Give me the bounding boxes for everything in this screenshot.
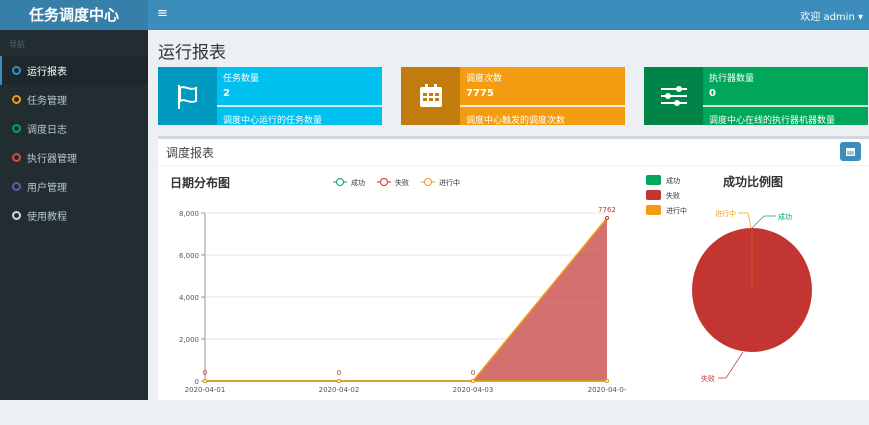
circle-icon	[12, 95, 21, 104]
infobox-value: 2	[223, 88, 230, 99]
leader-line	[738, 212, 752, 229]
date-range-button[interactable]	[840, 142, 861, 161]
data-point[interactable]	[337, 379, 341, 383]
pie-legend-label: 进行中	[666, 206, 687, 215]
circle-icon	[12, 182, 21, 191]
pie-chart-title: 成功比例图	[723, 174, 783, 189]
infobox-title: 调度次数	[466, 74, 503, 84]
calendar-icon	[846, 148, 855, 156]
welcome-text: 欢迎 admin	[800, 12, 855, 23]
sidebar-item-1[interactable]: 任务管理	[0, 85, 148, 114]
nav-header: 导航	[9, 40, 25, 49]
pie-legend-label: 失败	[666, 191, 680, 200]
sidebar: 导航 运行报表任务管理调度日志执行器管理用户管理使用教程	[0, 30, 148, 400]
infobox-task-count: 任务数量 2 调度中心运行的任务数量	[158, 67, 382, 126]
top-navbar: ≡ 欢迎 admin ▾	[148, 0, 869, 30]
data-point[interactable]	[605, 215, 609, 220]
x-tick-label: 2020-04-03	[453, 386, 494, 394]
sidebar-item-label: 用户管理	[27, 183, 67, 194]
infobox-desc: 调度中心触发的调度次数	[466, 116, 566, 126]
pie-legend-label: 成功	[666, 176, 680, 185]
sidebar-item-label: 运行报表	[27, 67, 67, 78]
leader-line	[751, 215, 776, 229]
flag-icon	[158, 67, 217, 125]
line-chart-title: 日期分布图	[170, 175, 230, 190]
pie-label-success: 成功	[778, 212, 792, 221]
sidebar-item-label: 调度日志	[27, 125, 67, 136]
pie-label-running: 进行中	[715, 209, 736, 218]
circle-icon	[12, 211, 21, 220]
x-tick-label: 2020-04-0-	[588, 386, 627, 394]
infobox-trigger-count: 调度次数 7775 调度中心触发的调度次数	[401, 67, 625, 126]
sidebar-item-0[interactable]: 运行报表	[0, 56, 148, 85]
sliders-icon	[644, 67, 703, 125]
data-label: 0	[337, 369, 341, 377]
sidebar-item-2[interactable]: 调度日志	[0, 114, 148, 143]
calendar-icon	[401, 67, 460, 125]
user-menu[interactable]: 欢迎 admin ▾	[800, 12, 863, 23]
leader-line	[718, 351, 744, 379]
circle-icon	[12, 66, 21, 75]
series-area-1	[205, 217, 607, 381]
pie-legend-swatch[interactable]	[646, 175, 661, 185]
infobox-desc: 调度中心运行的任务数量	[223, 116, 323, 126]
sidebar-toggle-icon[interactable]: ≡	[157, 6, 168, 21]
sidebar-item-3[interactable]: 执行器管理	[0, 143, 148, 172]
report-panel: 调度报表 日期分布图 成功 失败 进行中 0 2,000 4,000 6,000 8,000 20…	[158, 136, 869, 400]
circle-icon	[12, 153, 21, 162]
infobox-value: 0	[709, 88, 716, 99]
report-title: 调度报表	[158, 139, 869, 166]
legend-marker-circle	[336, 178, 344, 186]
y-tick-label: 4,000	[179, 294, 199, 302]
data-label: 0	[471, 369, 475, 377]
infobox-title: 执行器数量	[709, 74, 755, 84]
sidebar-item-label: 使用教程	[27, 212, 67, 223]
x-tick-label: 2020-04-01	[185, 386, 226, 394]
infobox-title: 任务数量	[223, 74, 260, 84]
sidebar-item-5[interactable]: 使用教程	[0, 201, 148, 230]
legend-marker-circle	[380, 178, 388, 186]
data-label: 0	[203, 369, 207, 377]
pie-legend-swatch[interactable]	[646, 205, 661, 215]
legend-label: 成功	[351, 178, 365, 187]
charts-area: 日期分布图 成功 失败 进行中02,0004,0006,0008,0002020-04…	[170, 174, 812, 394]
page-title: 运行报表	[158, 43, 226, 63]
infobox-executor-count: 执行器数量 0 调度中心在线的执行器机器数量	[644, 67, 868, 126]
pie-label-failure: 失败	[701, 374, 715, 383]
infobox-value: 7775	[466, 88, 494, 99]
y-tick-label: 0	[195, 378, 199, 386]
app-logo[interactable]: 任务调度中心	[0, 0, 148, 30]
legend-label: 失败	[395, 178, 409, 187]
y-tick-label: 2,000	[179, 336, 199, 344]
x-tick-label: 2020-04-02	[319, 386, 360, 394]
sidebar-item-4[interactable]: 用户管理	[0, 172, 148, 201]
legend-marker-circle	[424, 178, 432, 186]
y-tick-label: 6,000	[179, 252, 199, 260]
circle-icon	[12, 124, 21, 133]
infobox-desc: 调度中心在线的执行器机器数量	[709, 116, 836, 126]
data-label: 7762	[598, 206, 616, 214]
y-tick-label: 8,000	[179, 210, 199, 218]
data-point[interactable]	[203, 379, 207, 383]
legend-label: 进行中	[439, 178, 460, 187]
data-point[interactable]	[605, 379, 609, 383]
pie-legend-swatch[interactable]	[646, 190, 661, 200]
sidebar-item-label: 执行器管理	[27, 154, 77, 165]
data-point[interactable]	[471, 379, 475, 383]
sidebar-item-label: 任务管理	[27, 96, 67, 107]
